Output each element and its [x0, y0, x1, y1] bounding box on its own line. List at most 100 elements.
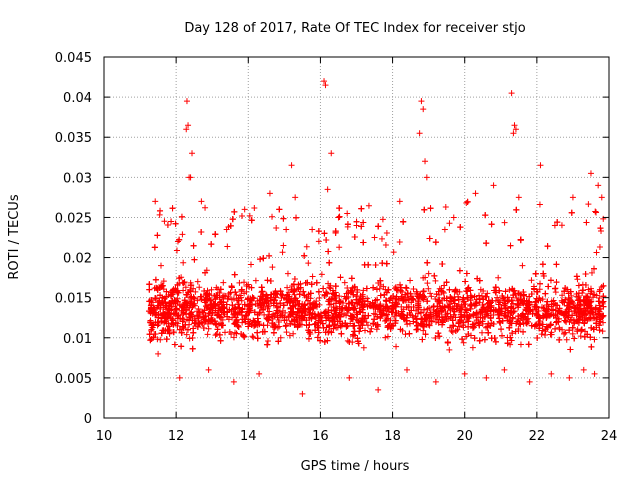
- data-point: [215, 305, 222, 312]
- data-point: [321, 230, 328, 237]
- data-point: [449, 317, 456, 324]
- data-point: [311, 313, 318, 320]
- data-point: [318, 271, 325, 278]
- data-point: [335, 312, 342, 319]
- data-point: [243, 312, 250, 319]
- data-point: [371, 316, 378, 323]
- data-point: [251, 319, 258, 326]
- data-point: [368, 325, 375, 332]
- data-point: [446, 346, 453, 353]
- data-point: [569, 324, 576, 331]
- data-point: [174, 313, 181, 320]
- data-point: [379, 260, 386, 267]
- data-point: [305, 260, 312, 267]
- data-point: [443, 279, 450, 286]
- data-point: [182, 284, 189, 291]
- data-point: [460, 322, 467, 329]
- data-point: [314, 323, 321, 330]
- data-point: [460, 339, 467, 346]
- data-point: [214, 326, 221, 333]
- data-point: [294, 297, 301, 304]
- data-point: [284, 284, 291, 291]
- data-point: [386, 297, 393, 304]
- data-point: [385, 308, 392, 315]
- data-point: [305, 297, 312, 304]
- data-point: [383, 317, 390, 324]
- data-point: [596, 295, 603, 302]
- data-point: [272, 288, 279, 295]
- data-point: [178, 329, 185, 336]
- data-point: [570, 300, 577, 307]
- data-point: [217, 299, 224, 306]
- data-point: [205, 325, 212, 332]
- data-point: [512, 328, 519, 335]
- data-point: [219, 316, 226, 323]
- data-point: [276, 206, 283, 213]
- data-point: [391, 313, 398, 320]
- data-point: [360, 287, 367, 294]
- data-point: [232, 329, 239, 336]
- data-point: [459, 336, 466, 343]
- data-point: [502, 300, 509, 307]
- data-point: [251, 204, 258, 211]
- data-point: [465, 323, 472, 330]
- data-point: [344, 221, 351, 228]
- data-point: [187, 282, 194, 289]
- data-point: [600, 303, 607, 310]
- data-point: [202, 292, 209, 299]
- data-point: [315, 238, 322, 245]
- data-point: [312, 301, 319, 308]
- data-point: [194, 323, 201, 330]
- data-point: [303, 322, 310, 329]
- data-point: [179, 318, 186, 325]
- data-point: [279, 249, 286, 256]
- data-point: [479, 318, 486, 325]
- data-point: [455, 320, 462, 327]
- data-point: [506, 324, 513, 331]
- data-point: [322, 329, 329, 336]
- data-point: [588, 269, 595, 276]
- data-point: [348, 299, 355, 306]
- data-point: [452, 287, 459, 294]
- data-point: [515, 304, 522, 311]
- data-point: [432, 296, 439, 303]
- data-point: [398, 293, 405, 300]
- data-point: [508, 337, 515, 344]
- data-point: [322, 310, 329, 317]
- data-point: [590, 291, 597, 298]
- data-point: [171, 341, 178, 348]
- data-point: [346, 338, 353, 345]
- data-point: [296, 300, 303, 307]
- data-point: [187, 288, 194, 295]
- data-point: [387, 325, 394, 332]
- data-point: [599, 299, 606, 306]
- data-point: [190, 285, 197, 292]
- data-point: [318, 314, 325, 321]
- data-point: [353, 293, 360, 300]
- data-point: [178, 343, 185, 350]
- data-point: [394, 287, 401, 294]
- data-point: [447, 293, 454, 300]
- data-point: [592, 208, 599, 215]
- data-point: [383, 298, 390, 305]
- data-point: [552, 289, 559, 296]
- data-point: [250, 334, 257, 341]
- data-point: [315, 319, 322, 326]
- data-point: [597, 225, 604, 232]
- data-point: [341, 279, 348, 286]
- data-point: [331, 321, 338, 328]
- data-point: [396, 239, 403, 246]
- data-point: [413, 315, 420, 322]
- data-point: [496, 287, 503, 294]
- data-point: [263, 291, 270, 298]
- data-point: [202, 204, 209, 211]
- data-point: [426, 235, 433, 242]
- data-points: [146, 78, 607, 397]
- data-point: [359, 322, 366, 329]
- data-point: [397, 326, 404, 333]
- data-point: [424, 280, 431, 287]
- data-point: [482, 212, 489, 219]
- data-point: [370, 284, 377, 291]
- data-point: [326, 322, 333, 329]
- data-point: [596, 327, 603, 334]
